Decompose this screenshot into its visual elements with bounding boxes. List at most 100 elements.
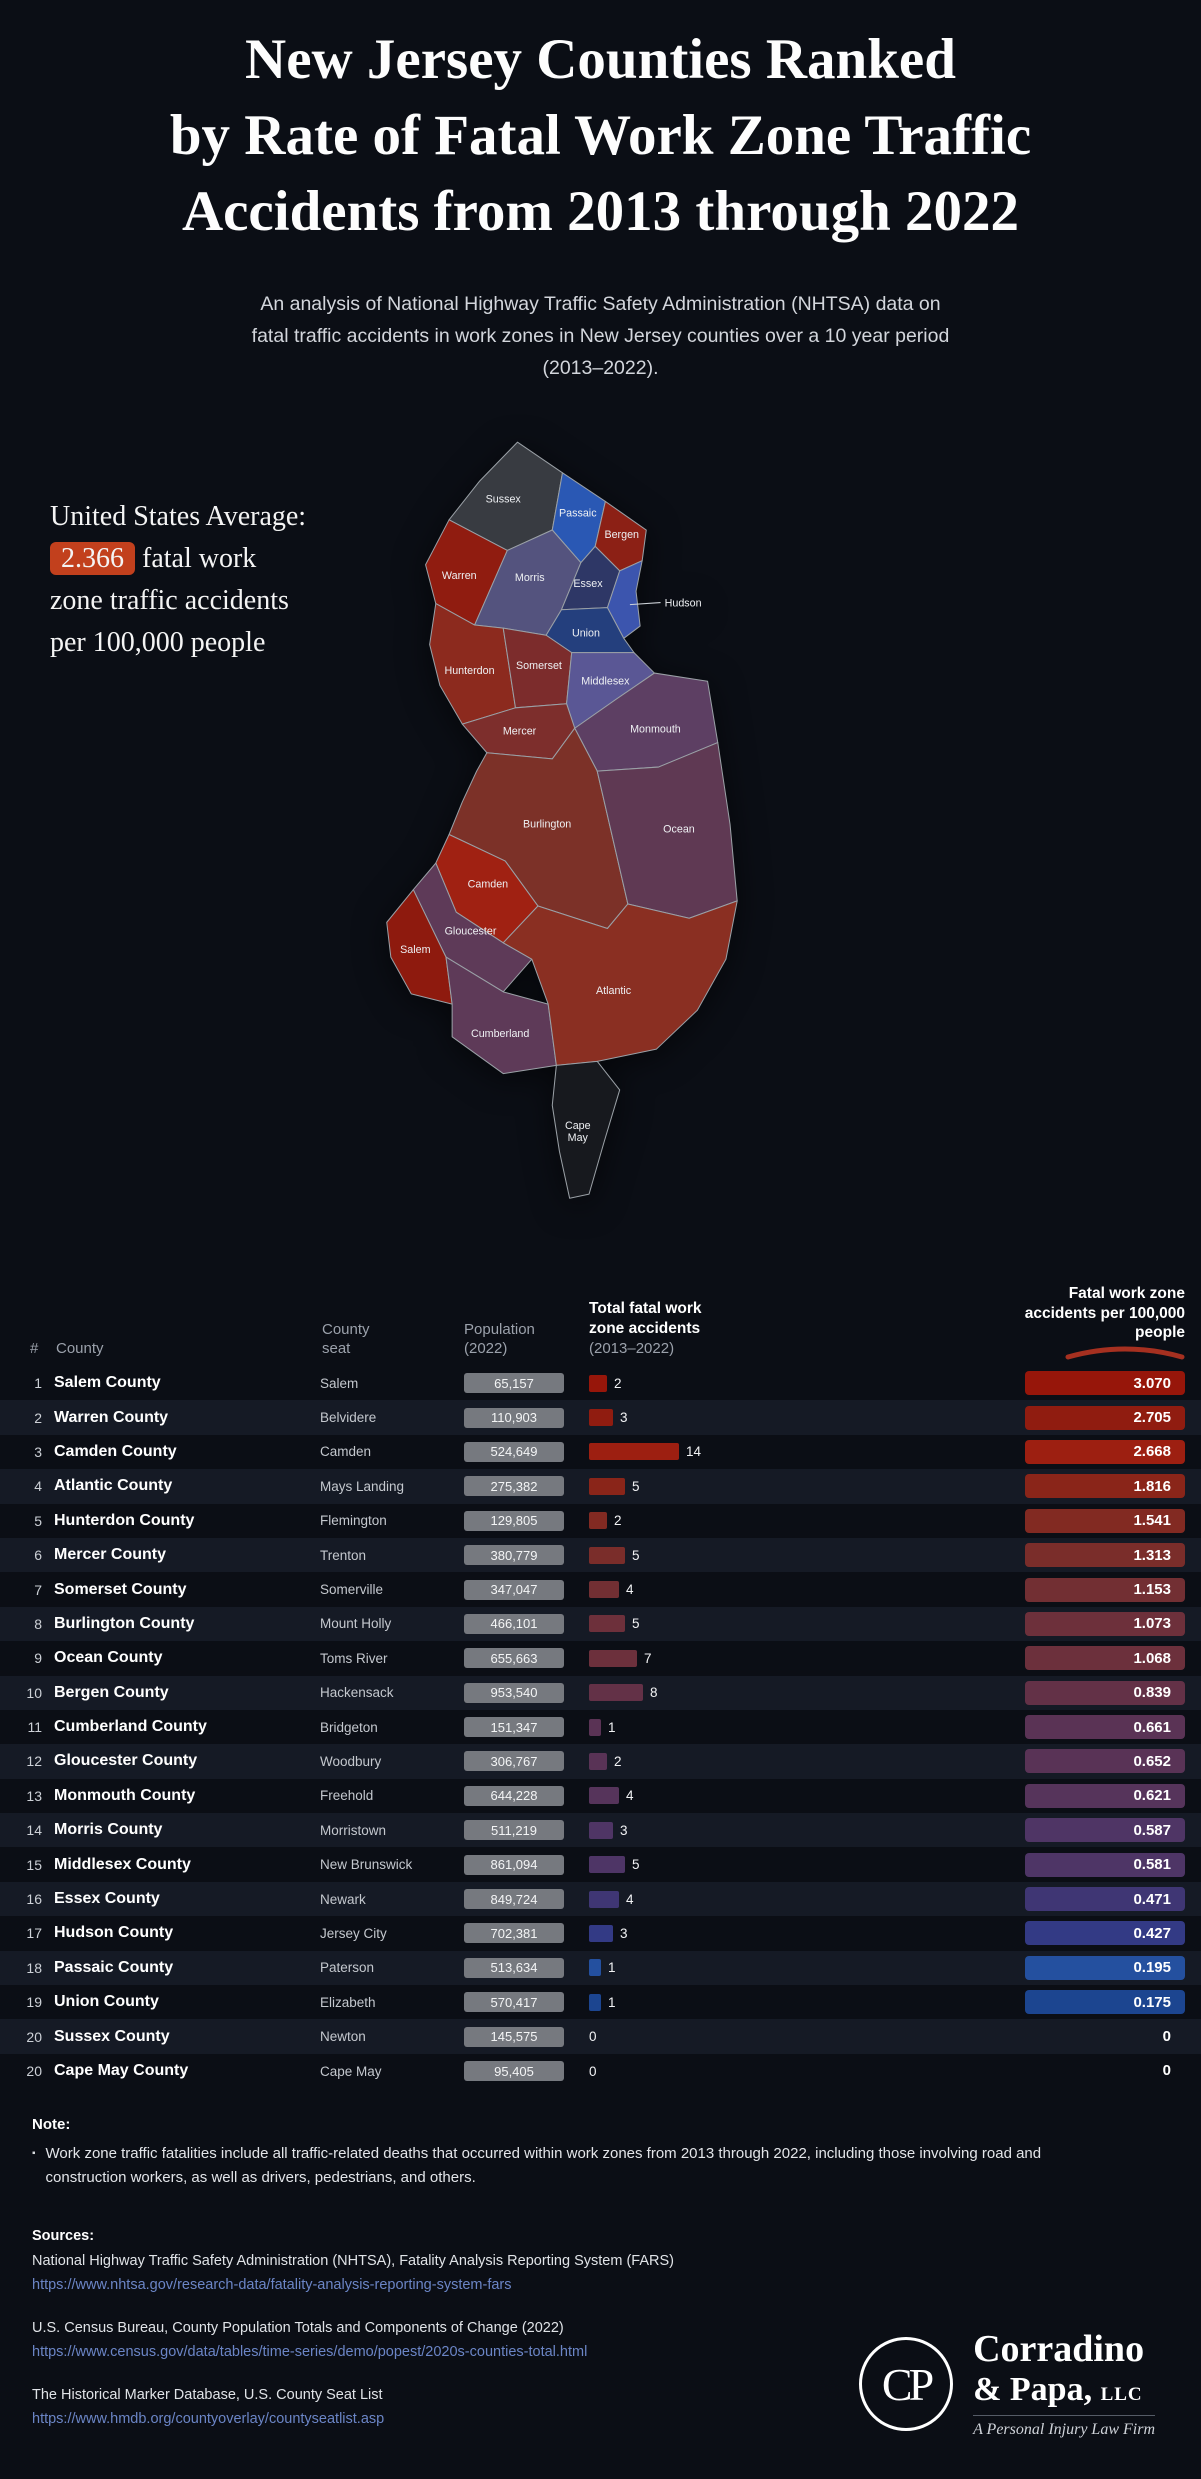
rate-cell: 0.471 bbox=[884, 1887, 1185, 1912]
county-name-cell: Gloucester County bbox=[54, 1752, 198, 1770]
rank-cell: 18 bbox=[26, 1959, 42, 1976]
county-name-cell: Atlantic County bbox=[54, 1477, 173, 1495]
rank-cell: 9 bbox=[34, 1650, 42, 1667]
rate-pill: 0.195 bbox=[1025, 1955, 1185, 1980]
accidents-bar bbox=[589, 1718, 601, 1736]
county-name-cell: Camden County bbox=[54, 1442, 177, 1460]
county-seat-cell: Bridgeton bbox=[320, 1719, 378, 1735]
title-line-1: New Jersey Counties Ranked bbox=[245, 28, 956, 91]
population-bar: 275,382 bbox=[464, 1476, 564, 1497]
county-name-cell: Passaic County bbox=[54, 1958, 174, 1976]
source-name: National Highway Traffic Safety Administ… bbox=[32, 2253, 674, 2269]
table-row: 11 Cumberland County Bridgeton 151,347 1 0.66… bbox=[0, 1710, 1201, 1744]
rate-cell: 0.581 bbox=[884, 1852, 1185, 1877]
rate-pill: 0.839 bbox=[1025, 1680, 1185, 1705]
county-seat-cell: New Brunswick bbox=[320, 1857, 413, 1873]
county-name-cell: Mercer County bbox=[54, 1546, 167, 1564]
population-bar: 347,047 bbox=[464, 1579, 564, 1600]
rate-cell: 0.427 bbox=[884, 1921, 1185, 1946]
rate-cell: 1.313 bbox=[884, 1543, 1185, 1568]
table-row: 12 Gloucester County Woodbury 306,767 2 0.652 bbox=[0, 1744, 1201, 1779]
population-bar: 65,157 bbox=[464, 1373, 564, 1394]
population-cell: 861,094 bbox=[464, 1854, 589, 1875]
accidents-count: 3 bbox=[620, 1822, 628, 1838]
rank-cell: 20 bbox=[26, 2028, 42, 2045]
population-cell: 953,540 bbox=[464, 1682, 589, 1703]
rate-pill: 2.668 bbox=[1025, 1439, 1185, 1464]
logo-llc-suffix: LLC bbox=[1100, 2383, 1143, 2405]
source-item: National Highway Traffic Safety Administ… bbox=[32, 2250, 792, 2297]
accidents-bar bbox=[589, 1477, 625, 1495]
title-line-2: by Rate of Fatal Work Zone Traffic bbox=[169, 103, 1032, 167]
rate-pill: 2.705 bbox=[1025, 1405, 1185, 1430]
accidents-count: 4 bbox=[626, 1582, 634, 1598]
table-row: 1 Salem County Salem 65,157 2 3.070 bbox=[0, 1366, 1201, 1400]
rank-cell: 19 bbox=[26, 1994, 42, 2011]
rank-cell: 4 bbox=[34, 1478, 42, 1495]
header-total-accidents: Total fatal work zone accidents (2013–20… bbox=[589, 1299, 729, 1358]
rate-pill: 0.621 bbox=[1025, 1783, 1185, 1808]
accidents-cell: 1 bbox=[589, 1718, 884, 1736]
rate-pill: 1.313 bbox=[1025, 1543, 1185, 1568]
population-bar: 702,381 bbox=[464, 1923, 564, 1944]
rate-pill: 0.652 bbox=[1025, 1749, 1185, 1774]
bullet-icon: ▪ bbox=[32, 2148, 36, 2159]
accidents-cell: 2 bbox=[589, 1752, 884, 1770]
county-seat-cell: Somerville bbox=[320, 1582, 384, 1598]
table-row: 16 Essex County Newark 849,724 4 0.471 bbox=[0, 1881, 1201, 1917]
accidents-count: 2 bbox=[614, 1513, 622, 1529]
accidents-count: 3 bbox=[620, 1925, 628, 1941]
header-population: Population (2022) bbox=[464, 1320, 535, 1357]
county-table: # County County seat Population (2022) T… bbox=[0, 1262, 1201, 2088]
table-row: 3 Camden County Camden 524,649 14 2.668 bbox=[0, 1435, 1201, 1469]
accidents-cell: 2 bbox=[589, 1512, 884, 1530]
accidents-bar bbox=[589, 1443, 679, 1461]
table-row: 8 Burlington County Mount Holly 466,101 5 1.0… bbox=[0, 1606, 1201, 1642]
county-name-cell: Morris County bbox=[54, 1821, 163, 1839]
county-name-cell: Burlington County bbox=[54, 1614, 195, 1632]
sources-section: Sources: National Highway Traffic Safety… bbox=[32, 2228, 792, 2451]
source-link[interactable]: https://www.nhtsa.gov/research-data/fata… bbox=[32, 2277, 512, 2294]
table-row: 20 Sussex County Newton 145,575 0 0 bbox=[0, 2019, 1201, 2054]
nj-county-map: Sussex Passaic Bergen Warren Morris Essex Huds… bbox=[386, 441, 738, 1199]
accidents-cell: 5 bbox=[589, 1856, 884, 1874]
county-name-cell: Essex County bbox=[54, 1890, 160, 1908]
accidents-bar bbox=[589, 1993, 601, 2011]
us-average-line3: zone traffic accidents bbox=[50, 585, 289, 616]
county-seat-cell: Morristown bbox=[320, 1822, 387, 1838]
county-seat-cell: Woodbury bbox=[320, 1753, 382, 1769]
table-row: 2 Warren County Belvidere 110,903 3 2.705 bbox=[0, 1400, 1201, 1435]
accidents-bar bbox=[589, 1924, 613, 1942]
population-cell: 275,382 bbox=[464, 1476, 589, 1497]
county-name-cell: Bergen County bbox=[54, 1683, 169, 1701]
rate-pill: 1.541 bbox=[1025, 1508, 1185, 1533]
population-bar: 466,101 bbox=[464, 1613, 564, 1634]
rate-cell: 0.839 bbox=[884, 1680, 1185, 1705]
accidents-bar bbox=[589, 1649, 637, 1667]
county-shape-capemay bbox=[551, 1060, 621, 1199]
county-label-union: Union bbox=[572, 627, 600, 639]
population-cell: 702,381 bbox=[464, 1923, 589, 1944]
county-label-monmouth: Monmouth bbox=[630, 723, 681, 735]
table-row: 4 Atlantic County Mays Landing 275,382 5 1.81… bbox=[0, 1469, 1201, 1504]
note-text: Work zone traffic fatalities include all… bbox=[45, 2145, 1042, 2186]
accidents-bar bbox=[589, 1615, 625, 1633]
source-link[interactable]: https://www.hmdb.org/countyoverlay/count… bbox=[32, 2411, 385, 2428]
accidents-count: 5 bbox=[632, 1478, 640, 1494]
rank-cell: 13 bbox=[26, 1787, 42, 1804]
header-rate: Fatal work zone accidents per 100,000 pe… bbox=[1005, 1284, 1185, 1366]
county-label-capemay: Cape May bbox=[565, 1120, 591, 1144]
accidents-bar bbox=[589, 1684, 643, 1702]
table-header: # County County seat Population (2022) T… bbox=[0, 1262, 1201, 1366]
accidents-bar bbox=[589, 1959, 601, 1977]
accidents-count: 2 bbox=[614, 1753, 622, 1769]
county-label-salem: Salem bbox=[400, 944, 430, 956]
rate-cell: 2.705 bbox=[884, 1405, 1185, 1430]
subtitle: An analysis of National Highway Traffic … bbox=[251, 293, 950, 380]
rank-cell: 11 bbox=[27, 1719, 42, 1736]
accidents-cell: 1 bbox=[589, 1959, 884, 1977]
county-label-essex: Essex bbox=[573, 578, 603, 590]
source-link[interactable]: https://www.census.gov/data/tables/time-… bbox=[32, 2344, 588, 2361]
population-cell: 466,101 bbox=[464, 1613, 589, 1634]
accidents-cell: 1 bbox=[589, 1993, 884, 2011]
